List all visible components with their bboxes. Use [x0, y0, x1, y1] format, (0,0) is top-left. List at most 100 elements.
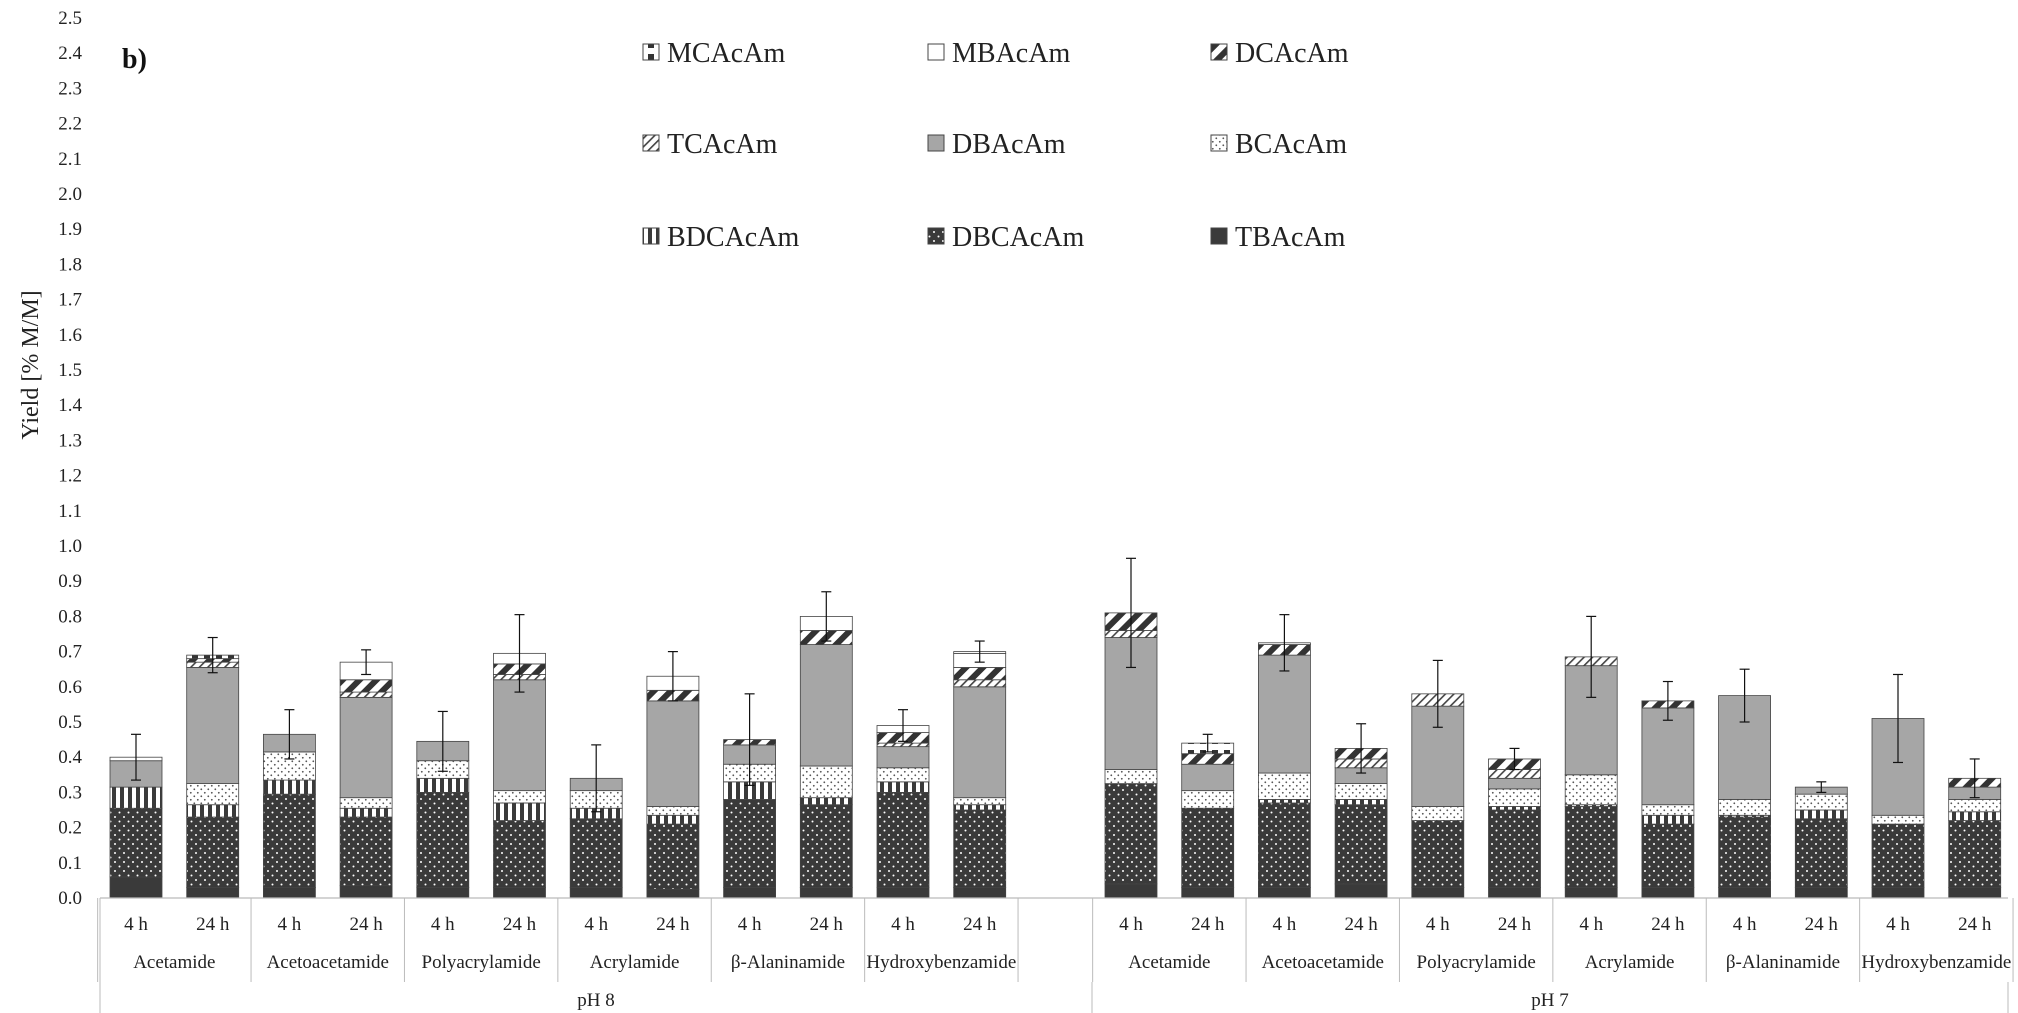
bar-segment-bcacam	[1105, 770, 1157, 784]
bar-segment-dbcacam	[800, 805, 852, 888]
bar-segment-tbacam	[1949, 887, 2001, 898]
legend-swatch-mcacam	[643, 44, 659, 60]
bar-segment-tcacam	[877, 743, 929, 747]
y-tick-label: 2.0	[58, 184, 82, 205]
bar-segment-dbacam	[1642, 708, 1694, 805]
bar-segment-bcacam	[800, 766, 852, 798]
bar-segment-tbacam	[1335, 884, 1387, 898]
legend-label-bcacam: BCAcAm	[1235, 129, 1347, 160]
bar-segment-tbacam	[1489, 887, 1541, 898]
bar-segment-dbacam	[1182, 764, 1234, 790]
sub-category-label: 24 h	[810, 914, 844, 935]
y-tick-label: 2.3	[58, 78, 82, 99]
legend-label-dbacam: DBAcAm	[952, 129, 1066, 160]
bar-segment-tbacam	[570, 887, 622, 898]
x-axis: 4 h 24 hAcetamide4 h 24 hAcetoacetamide4 h…	[98, 898, 2013, 1013]
compound-label: Hydroxybenzamide	[866, 952, 1016, 973]
bar-segment-bdcacam	[1795, 810, 1847, 819]
bar-segment-tbacam	[954, 887, 1006, 898]
y-tick-label: 1.1	[58, 501, 82, 522]
y-tick-label: 0.5	[58, 712, 82, 733]
bar-segment-tbacam	[1565, 887, 1617, 898]
bar-segment-dcacam	[340, 680, 392, 692]
legend-swatch-mbacam	[928, 44, 944, 60]
y-tick-label: 0.9	[58, 571, 82, 592]
bar-segment-bdcacam	[1642, 815, 1694, 824]
y-tick-label: 1.4	[58, 395, 82, 416]
y-tick-label: 2.2	[58, 114, 82, 135]
bar-segment-bdcacam	[340, 808, 392, 817]
bar-segment-bdcacam	[1258, 799, 1310, 803]
bar-segment-dbcacam	[1642, 824, 1694, 887]
sub-category-label: 4 h	[431, 914, 455, 935]
legend-swatch-dbcacam	[928, 228, 944, 244]
bar-segment-tbacam	[647, 889, 699, 898]
y-tick-label: 2.1	[58, 149, 82, 170]
bar-segment-bcacam	[877, 768, 929, 782]
legend-label-dbcacam: DBCAcAm	[952, 222, 1084, 253]
bar-segment-tbacam	[494, 887, 546, 898]
bar-segment-tbacam	[417, 887, 469, 898]
y-tick-label: 0.1	[58, 853, 82, 874]
bar-segment-tbacam	[110, 877, 162, 898]
legend-swatch-tbacam	[1211, 228, 1227, 244]
bar-segment-dbcacam	[1795, 819, 1847, 888]
bar-segment-bdcacam	[110, 787, 162, 808]
bar-segment-bdcacam	[1489, 806, 1541, 810]
bar-segment-bcacam	[1719, 799, 1771, 815]
bar-segment-bdcacam	[417, 778, 469, 792]
bar-segment-dbcacam	[1182, 808, 1234, 887]
legend-label-dcacam: DCAcAm	[1235, 38, 1349, 69]
compound-label: Acrylamide	[1585, 952, 1675, 973]
sub-category-label: 24 h	[1498, 914, 1532, 935]
bar-segment-tcacam	[954, 680, 1006, 687]
bar-segment-bdcacam	[647, 815, 699, 824]
y-tick-label: 1.9	[58, 219, 82, 240]
bar-segment-dbcacam	[1258, 803, 1310, 887]
bar-segment-dbcacam	[570, 819, 622, 888]
sub-category-label: 4 h	[1119, 914, 1143, 935]
bar-segment-tbacam	[877, 887, 929, 898]
bar-segment-bcacam	[494, 791, 546, 803]
group-label: pH 8	[577, 990, 614, 1011]
y-tick-label: 2.4	[58, 43, 82, 64]
bar-segment-dbcacam	[417, 792, 469, 887]
bar-segment-bcacam	[1182, 791, 1234, 809]
bar-segment-dbacam	[647, 701, 699, 807]
legend-swatch-bcacam	[1211, 135, 1227, 151]
bar-segment-bcacam	[1335, 784, 1387, 800]
y-tick-label: 0.8	[58, 606, 82, 627]
bar-segment-dbacam	[877, 747, 929, 768]
bar-segment-bdcacam	[1949, 812, 2001, 821]
sub-category-label: 4 h	[124, 914, 148, 935]
bar-segment-tbacam	[263, 887, 315, 898]
sub-category-label: 24 h	[656, 914, 690, 935]
sub-category-label: 4 h	[891, 914, 915, 935]
compound-label: Acetoacetamide	[1262, 952, 1384, 973]
sub-category-label: 4 h	[1886, 914, 1910, 935]
bar-segment-tbacam	[1719, 887, 1771, 898]
bar-segment-tbacam	[1258, 887, 1310, 898]
bar-segment-bdcacam	[494, 803, 546, 821]
legend-swatch-dbacam	[928, 135, 944, 151]
bar-segment-dbcacam	[187, 817, 239, 887]
sub-category-label: 24 h	[349, 914, 383, 935]
compound-label: Acetoacetamide	[267, 952, 389, 973]
bar-segment-dbcacam	[877, 792, 929, 887]
y-tick-label: 0.0	[58, 888, 82, 909]
bar-segment-dbacam	[954, 687, 1006, 798]
panel-label: b)	[122, 44, 147, 75]
bar-segment-dcacam	[954, 667, 1006, 679]
bar-segment-dbcacam	[1105, 784, 1157, 884]
bar-area	[110, 558, 2001, 898]
y-axis: 0.0 0.1 0.2 0.3 0.4 0.5 0.6 0.7 0.8 0.9 1.0 1.1 1.2 1…	[58, 8, 82, 909]
compound-label: Acrylamide	[590, 952, 680, 973]
legend-swatch-bdcacam	[643, 228, 659, 244]
bar-segment-dbacam	[1258, 655, 1310, 773]
legend-label-bdcacam: BDCAcAm	[667, 222, 799, 253]
sub-category-label: 24 h	[1191, 914, 1225, 935]
legend-label-tbacam: TBAcAm	[1235, 222, 1346, 253]
sub-category-label: 24 h	[1958, 914, 1992, 935]
bar-segment-bdcacam	[800, 798, 852, 805]
